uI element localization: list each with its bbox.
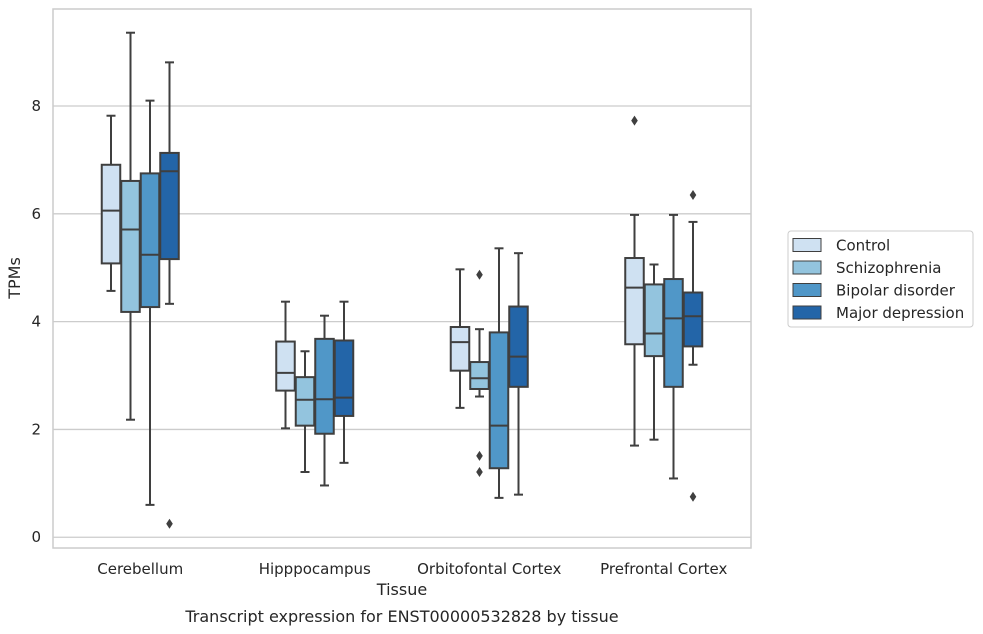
box-iqr: [663, 278, 684, 388]
box-iqr: [139, 172, 161, 309]
x-axis-label: Tissue: [376, 580, 427, 599]
box-iqr: [508, 305, 529, 388]
outlier-point: [689, 491, 697, 502]
outlier-point: [631, 115, 638, 126]
legend-label: Control: [836, 237, 890, 255]
box-iqr: [275, 340, 296, 392]
legend-swatch: [792, 305, 822, 320]
y-axis-ticks: 0 2 4 6 8: [31, 97, 41, 546]
box-iqr: [314, 337, 335, 435]
y-tick-label: 2: [31, 420, 41, 438]
box-iqr: [643, 283, 665, 358]
box-iqr: [624, 257, 645, 346]
outlier-point: [689, 189, 697, 200]
legend-swatch: [792, 283, 822, 297]
legend-label: Schizophrenia: [836, 259, 941, 277]
legend-swatch: [792, 238, 822, 252]
y-tick-label: 4: [31, 313, 41, 331]
y-tick-label: 8: [31, 97, 41, 115]
box-group: [100, 31, 180, 529]
legend-frame: [787, 230, 974, 328]
y-tick-label: 0: [31, 528, 41, 546]
x-tick-label: Hipppocampus: [259, 560, 371, 578]
box-iqr: [294, 376, 316, 427]
x-axis-ticks: Cerebellum Hipppocampus Orbitofontal Corte…: [97, 560, 727, 578]
outlier-point: [476, 450, 483, 461]
box-iqr: [100, 163, 122, 265]
x-tick-label: Orbitofontal Cortex: [417, 560, 561, 578]
box-iqr: [449, 326, 471, 372]
legend: Control Schizophrenia Bipolar disorder Majo…: [787, 230, 974, 328]
outlier-point: [476, 269, 483, 280]
x-tick-label: Cerebellum: [97, 560, 183, 578]
box-iqr: [333, 339, 355, 417]
chart-caption: Transcript expression for ENST0000053282…: [184, 607, 618, 626]
outlier-point: [476, 467, 483, 478]
box-group: [449, 247, 529, 499]
legend-label: Major depression: [836, 304, 964, 322]
x-tick-label: Prefrontal Cortex: [600, 560, 727, 578]
box-iqr: [159, 151, 180, 261]
outlier-point: [166, 518, 173, 529]
box-iqr: [488, 331, 510, 470]
box-group: [275, 300, 355, 487]
box-groups: [100, 31, 704, 529]
box-iqr: [469, 361, 490, 390]
box-iqr: [120, 179, 141, 313]
y-tick-label: 6: [31, 205, 41, 223]
box-iqr: [682, 291, 704, 348]
legend-swatch: [792, 260, 822, 275]
y-axis-label: TPMs: [5, 257, 24, 300]
legend-label: Bipolar disorder: [836, 282, 956, 300]
box-group: [624, 115, 704, 502]
